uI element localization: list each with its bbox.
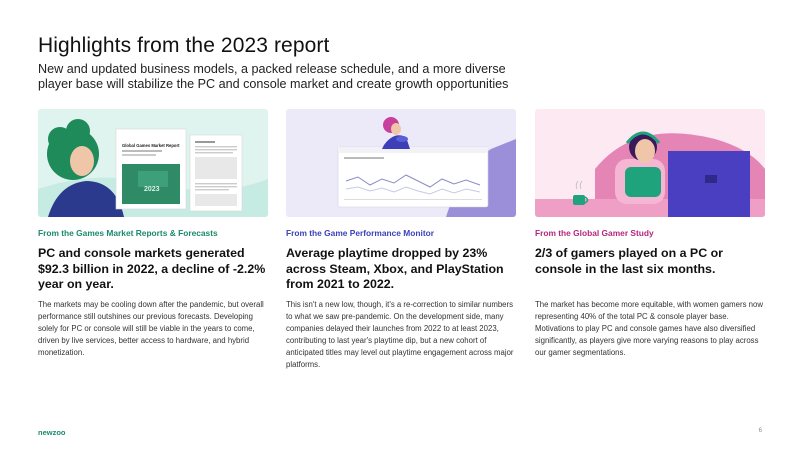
market-report-illustration: Global Games Market Report 2023 bbox=[38, 109, 268, 217]
card-headline: 2/3 of gamers played on a PC or console … bbox=[535, 246, 723, 276]
card-performance-monitor: From the Game Performance Monitor Averag… bbox=[286, 109, 516, 369]
card-market-reports: Global Games Market Report 2023 From the… bbox=[38, 109, 268, 357]
page-number: 6 bbox=[758, 428, 762, 434]
card-body: The market has become more equitable, wi… bbox=[535, 300, 763, 357]
card-body: This isn't a new low, though, it's a re-… bbox=[286, 300, 514, 369]
page-subtitle: New and updated business models, a packe… bbox=[38, 62, 509, 91]
card-headline: Average playtime dropped by 23% across S… bbox=[286, 246, 504, 291]
card-body: The markets may be cooling down after th… bbox=[38, 300, 264, 357]
card-source: From the Games Market Reports & Forecast… bbox=[38, 228, 218, 238]
gamer-study-illustration bbox=[535, 109, 765, 217]
performance-monitor-illustration bbox=[286, 109, 516, 217]
report-cover-title: Global Games Market Report bbox=[122, 143, 180, 148]
newzoo-logo: newzoo bbox=[38, 428, 66, 437]
report-cover-year: 2023 bbox=[144, 186, 160, 193]
card-source: From the Global Gamer Study bbox=[535, 228, 654, 238]
card-gamer-study: From the Global Gamer Study 2/3 of gamer… bbox=[535, 109, 765, 357]
card-source: From the Game Performance Monitor bbox=[286, 228, 434, 238]
card-headline: PC and console markets generated $92.3 b… bbox=[38, 246, 266, 291]
page-title: Highlights from the 2023 report bbox=[38, 34, 330, 57]
